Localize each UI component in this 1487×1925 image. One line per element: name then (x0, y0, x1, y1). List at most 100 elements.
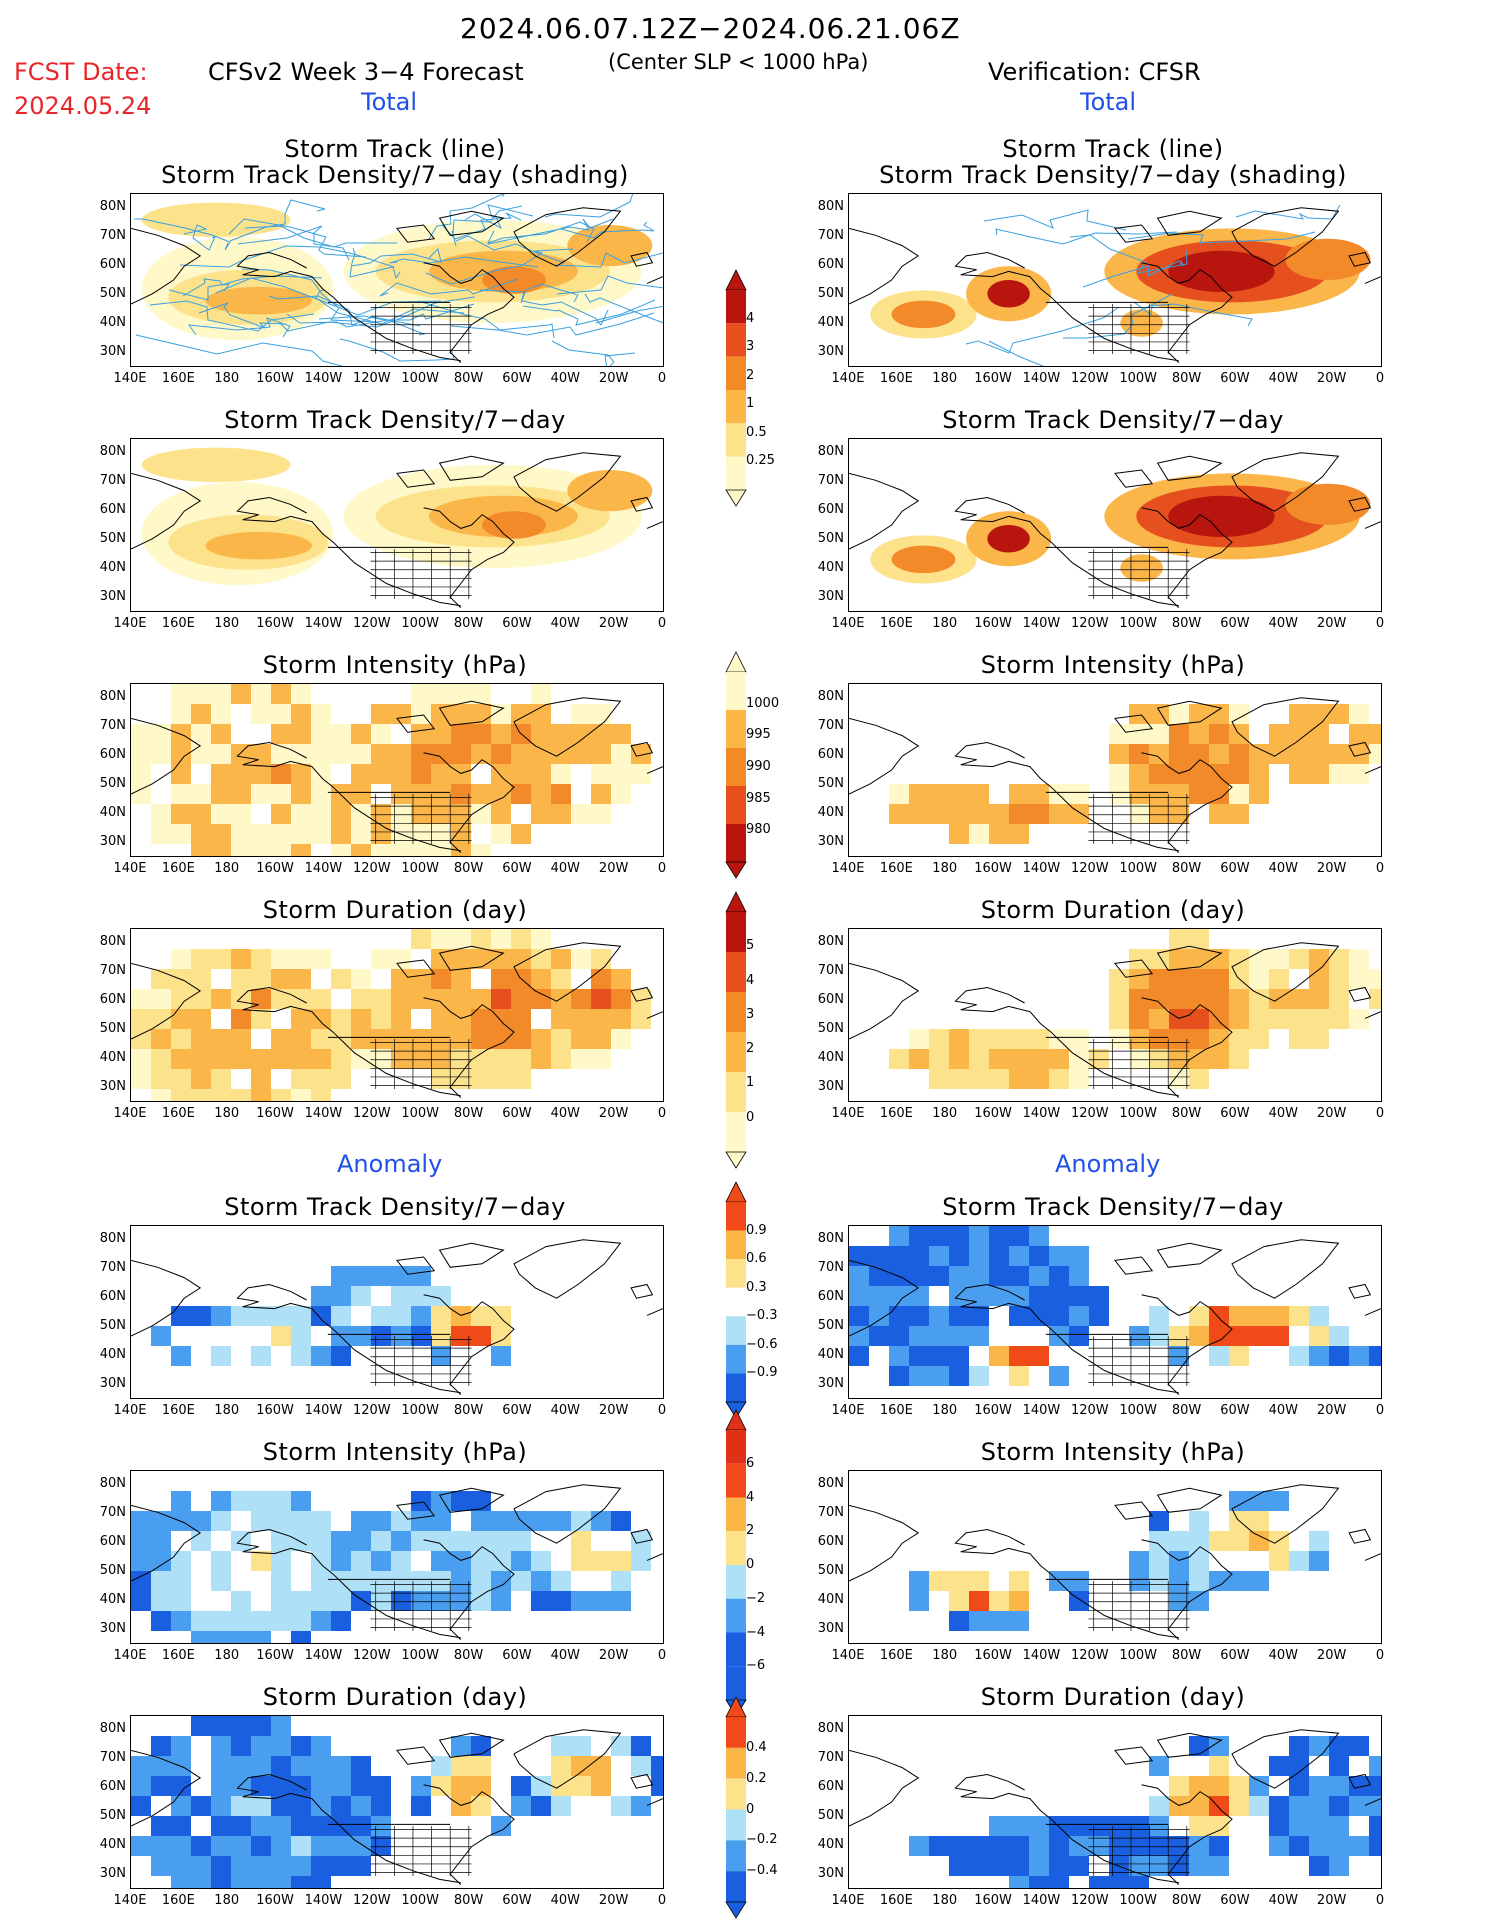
lon-label: 180 (932, 1893, 958, 1908)
fcst-date-label: FCST Date: (14, 58, 148, 86)
lat-label: 70N (817, 1505, 844, 1520)
lat-label: 40N (817, 1592, 844, 1607)
lon-label: 140E (113, 371, 147, 386)
lon-label: 0 (1375, 616, 1385, 631)
colorbar-tick-label: 4 (746, 1489, 755, 1505)
lon-label: 40W (550, 1403, 580, 1418)
colorbar-tick-label: 1000 (746, 695, 780, 711)
lat-label: 40N (817, 805, 844, 820)
lon-label: 20W (1316, 616, 1347, 631)
lon-label: 160W (256, 616, 294, 631)
lat-label: 60N (99, 747, 126, 762)
lat-label: 40N (99, 1837, 126, 1852)
lon-label: 180 (214, 1403, 240, 1418)
lon-label: 180 (214, 861, 240, 876)
lat-label: 50N (817, 1563, 844, 1578)
lon-label: 100W (1119, 1403, 1157, 1418)
lon-label: 80W (453, 1403, 484, 1418)
slp-criterion: (Center SLP < 1000 hPa) (608, 50, 869, 74)
lat-label: 30N (99, 1079, 126, 1094)
lon-label: 80W (453, 861, 484, 876)
lon-label: 20W (1316, 1403, 1347, 1418)
lon-label: 160E (879, 861, 913, 876)
fcst-date-value: 2024.05.24 (14, 92, 152, 120)
colorbar-tick-label: 0 (746, 1801, 755, 1817)
lon-label: 120W (352, 1106, 391, 1121)
lon-label: 140E (113, 1648, 147, 1663)
lat-label: 70N (99, 1260, 126, 1275)
lat-label: 40N (99, 1347, 126, 1362)
section-anomaly-left: Anomaly (337, 1150, 443, 1178)
lat-label: 80N (817, 444, 844, 459)
lon-label: 160W (256, 1893, 294, 1908)
lat-label: 80N (99, 689, 126, 704)
colorbar-tick-label: 980 (746, 822, 771, 838)
lon-label: 120W (352, 1893, 391, 1908)
section-total-right: Total (1080, 88, 1137, 116)
lat-label: 80N (817, 199, 844, 214)
lon-label: 80W (1171, 1893, 1202, 1908)
lon-label: 0 (1375, 1106, 1385, 1121)
lon-label: 0 (1375, 861, 1385, 876)
lon-label: 160E (161, 616, 195, 631)
lat-label: 80N (99, 1721, 126, 1736)
lon-label: 20W (598, 1648, 629, 1663)
lon-label: 80W (453, 1648, 484, 1663)
lon-label: 160E (161, 1648, 195, 1663)
lat-label: 50N (817, 1318, 844, 1333)
colorbar-tick-label: 995 (746, 727, 771, 743)
lat-label: 80N (99, 444, 126, 459)
panel-title-track-verif: Storm Track Density/7−day (shading) (879, 161, 1347, 189)
lon-label: 140W (304, 1106, 343, 1121)
lat-label: 60N (817, 257, 844, 272)
lon-label: 20W (1316, 1893, 1347, 1908)
lon-label: 140E (113, 616, 147, 631)
lon-label: 140E (831, 616, 865, 631)
lat-label: 50N (817, 531, 844, 546)
lat-label: 70N (99, 228, 126, 243)
lon-label: 140W (304, 1403, 343, 1418)
map-panel-track-fcst (130, 193, 664, 367)
lon-label: 160E (161, 1106, 195, 1121)
lon-label: 160W (256, 1403, 294, 1418)
lon-label: 100W (1119, 1648, 1157, 1663)
lon-label: 100W (401, 1893, 439, 1908)
lon-label: 140W (1022, 861, 1061, 876)
lon-label: 60W (502, 616, 532, 631)
lat-label: 60N (99, 502, 126, 517)
lon-label: 140W (304, 616, 343, 631)
lon-label: 160E (161, 1403, 195, 1418)
colorbar-tick-label: 0.5 (746, 424, 767, 440)
lon-label: 140E (831, 1106, 865, 1121)
map-panel-anom_duration-verif (848, 1715, 1382, 1889)
colorbar-intensity-anom (724, 1408, 748, 1722)
lon-label: 0 (657, 1106, 667, 1121)
lon-label: 60W (502, 1106, 532, 1121)
lat-label: 30N (99, 589, 126, 604)
lon-label: 120W (1070, 1403, 1109, 1418)
lon-label: 0 (657, 861, 667, 876)
lon-label: 0 (1375, 1648, 1385, 1663)
lat-label: 50N (817, 1808, 844, 1823)
lat-label: 50N (99, 286, 126, 301)
lon-label: 80W (1171, 616, 1202, 631)
panel-title-intensity-fcst: Storm Intensity (hPa) (262, 651, 528, 679)
lon-label: 140W (304, 1648, 343, 1663)
colorbar-tick-label: 5 (746, 938, 755, 954)
lon-label: 0 (657, 371, 667, 386)
lon-label: 0 (1375, 1893, 1385, 1908)
panel-title-anom_duration-fcst: Storm Duration (day) (262, 1683, 528, 1711)
colorbar-duration (724, 890, 748, 1174)
lon-label: 60W (1220, 1106, 1250, 1121)
lat-label: 80N (817, 1721, 844, 1736)
lon-label: 160W (974, 371, 1012, 386)
colorbar-tick-label: −0.3 (746, 1308, 778, 1324)
panel-title-intensity-verif: Storm Intensity (hPa) (980, 651, 1246, 679)
lon-label: 180 (932, 616, 958, 631)
lat-label: 70N (99, 718, 126, 733)
lat-label: 30N (817, 344, 844, 359)
lon-label: 140E (113, 1403, 147, 1418)
colorbar-tick-label: 2 (746, 367, 755, 383)
colorbar-tick-label: 0 (746, 1109, 755, 1125)
map-panel-intensity-verif (848, 683, 1382, 857)
